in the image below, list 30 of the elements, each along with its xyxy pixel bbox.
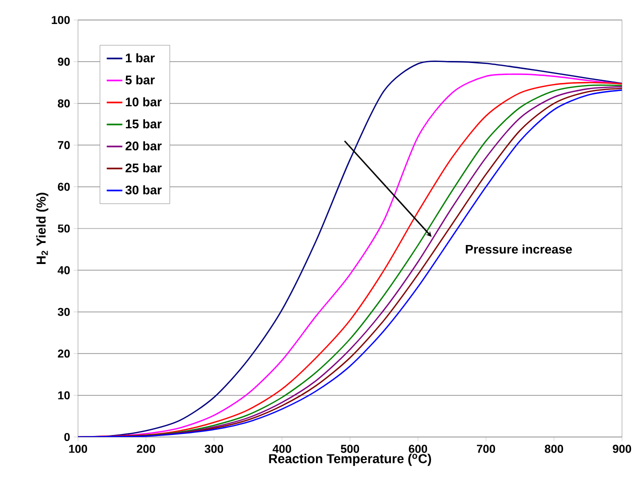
annotation: Pressure increase xyxy=(466,244,572,254)
y-tick-label: 60 xyxy=(58,182,70,191)
x-tick-label: 900 xyxy=(612,444,632,453)
legend-label: 30 bar xyxy=(125,185,162,194)
legend-label: 10 bar xyxy=(126,97,162,106)
y-tick-label: 70 xyxy=(58,141,70,150)
legend-label: 15 bar xyxy=(126,119,162,128)
legend-label: 1 bar xyxy=(126,53,155,62)
y-axis-title: H$_{2}$ Yield (%) xyxy=(36,192,48,264)
x-tick-label: 200 xyxy=(136,444,156,453)
x-tick-label: 800 xyxy=(544,444,564,453)
legend-label: 25 bar xyxy=(126,163,162,172)
y-tick-label: 90 xyxy=(58,58,70,66)
y-tick-label: 0 xyxy=(64,432,70,442)
y-tick-label: 10 xyxy=(58,391,70,400)
x-tick-label: 400 xyxy=(272,444,292,453)
y-tick-label: 30 xyxy=(58,308,70,316)
x-axis-title: Reaction Temperature ($^{o}$C) xyxy=(269,454,432,466)
legend-label: 20 bar xyxy=(126,141,162,150)
y-tick-label: 100 xyxy=(52,16,70,24)
x-tick-label: 700 xyxy=(476,444,496,453)
x-tick-label: 300 xyxy=(204,444,224,453)
x-tick-label: 500 xyxy=(340,444,360,453)
x-tick-label: 600 xyxy=(408,444,428,453)
legend-label: 5 bar xyxy=(126,75,155,84)
y-tick-label: 40 xyxy=(58,266,70,274)
x-tick-label: 100 xyxy=(69,444,88,453)
y-tick-label: 80 xyxy=(58,99,70,108)
y-tick-label: 20 xyxy=(58,350,70,358)
y-tick-label: 50 xyxy=(58,224,70,233)
